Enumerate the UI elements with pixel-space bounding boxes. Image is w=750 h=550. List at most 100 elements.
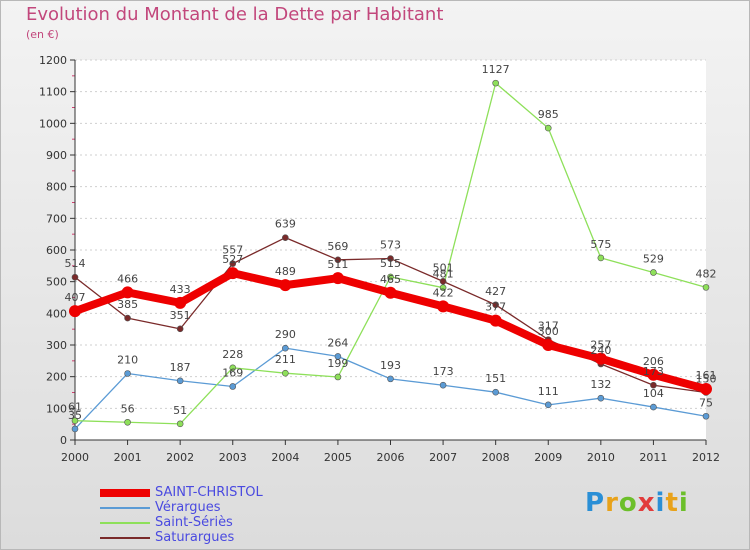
data-label: 169 bbox=[222, 366, 243, 379]
data-point bbox=[702, 412, 710, 420]
data-point bbox=[387, 273, 394, 281]
data-label: 529 bbox=[643, 252, 664, 265]
data-point bbox=[229, 260, 237, 267]
data-point bbox=[387, 375, 394, 383]
data-label: 173 bbox=[433, 365, 454, 378]
data-label: 240 bbox=[590, 344, 611, 357]
x-tick-label: 2000 bbox=[61, 451, 89, 464]
legend-swatch bbox=[100, 522, 150, 524]
data-point bbox=[121, 286, 134, 299]
y-tick-label: 900 bbox=[46, 149, 67, 162]
data-point bbox=[544, 401, 552, 409]
x-tick-label: 2010 bbox=[587, 451, 615, 464]
data-label: 422 bbox=[433, 286, 454, 299]
data-label: 173 bbox=[643, 365, 664, 378]
data-label: 206 bbox=[643, 355, 664, 368]
logo-letter: t bbox=[665, 488, 679, 518]
y-tick-label: 400 bbox=[46, 307, 67, 320]
data-label: 290 bbox=[275, 328, 296, 341]
data-point bbox=[492, 388, 499, 396]
data-label: 132 bbox=[590, 378, 611, 391]
data-label: 511 bbox=[327, 258, 348, 271]
data-point bbox=[71, 417, 79, 424]
data-point bbox=[226, 267, 239, 280]
data-label: 515 bbox=[380, 257, 401, 270]
chart-title: Evolution du Montant de la Dette par Hab… bbox=[26, 4, 444, 25]
legend-label: Saturargues bbox=[155, 530, 235, 545]
data-label: 211 bbox=[275, 353, 296, 366]
data-point bbox=[176, 325, 184, 333]
data-label: 56 bbox=[121, 402, 135, 415]
data-point bbox=[331, 272, 344, 285]
data-label: 639 bbox=[275, 218, 296, 231]
data-label: 466 bbox=[117, 272, 138, 285]
data-point bbox=[176, 420, 184, 428]
y-tick-label: 0 bbox=[60, 434, 67, 447]
data-point bbox=[124, 370, 131, 377]
data-point bbox=[71, 425, 79, 433]
data-label: 199 bbox=[327, 357, 348, 370]
data-label: 61 bbox=[68, 401, 82, 414]
x-tick-label: 2009 bbox=[534, 451, 562, 464]
y-tick-label: 600 bbox=[46, 244, 67, 257]
data-label: 377 bbox=[485, 301, 506, 314]
data-label: 257 bbox=[590, 339, 611, 352]
data-point bbox=[229, 364, 237, 372]
data-point bbox=[282, 344, 289, 352]
data-label: 557 bbox=[222, 244, 243, 257]
data-label: 465 bbox=[380, 273, 401, 286]
data-point bbox=[542, 339, 555, 351]
legend-label: Vérargues bbox=[155, 500, 221, 515]
logo-letter: i bbox=[655, 488, 666, 518]
data-label: 527 bbox=[222, 253, 243, 266]
x-tick-label: 2007 bbox=[429, 451, 457, 464]
logo-letter: P bbox=[585, 488, 606, 518]
data-label: 228 bbox=[222, 348, 243, 361]
y-tick-label: 1200 bbox=[39, 54, 67, 67]
data-label: 75 bbox=[699, 396, 713, 409]
y-tick-label: 700 bbox=[46, 212, 67, 225]
data-point bbox=[71, 273, 79, 281]
data-point bbox=[492, 79, 499, 87]
data-point bbox=[384, 286, 397, 299]
data-label: 407 bbox=[65, 291, 86, 304]
data-point bbox=[702, 284, 710, 291]
data-label: 35 bbox=[68, 409, 82, 422]
data-point bbox=[282, 234, 289, 241]
data-label: 514 bbox=[65, 257, 86, 270]
data-label: 193 bbox=[380, 359, 401, 372]
data-label: 351 bbox=[170, 309, 191, 322]
data-label: 481 bbox=[433, 268, 454, 281]
data-point bbox=[69, 305, 81, 318]
data-label: 501 bbox=[433, 261, 454, 274]
logo-letter: i bbox=[678, 488, 689, 518]
data-label: 161 bbox=[696, 369, 717, 382]
data-label: 187 bbox=[170, 361, 191, 374]
data-point bbox=[124, 314, 131, 322]
data-label: 51 bbox=[173, 404, 187, 417]
legend-swatch bbox=[100, 507, 150, 509]
data-label: 433 bbox=[170, 283, 191, 296]
data-label: 264 bbox=[327, 336, 348, 349]
data-point bbox=[544, 124, 552, 132]
x-tick-label: 2008 bbox=[482, 451, 510, 464]
y-tick-label: 1000 bbox=[39, 117, 67, 130]
x-tick-label: 2005 bbox=[324, 451, 352, 464]
data-label: 1127 bbox=[482, 63, 510, 76]
legend-label: Saint-Sériès bbox=[155, 515, 233, 530]
legend-swatch bbox=[100, 489, 150, 497]
data-point bbox=[437, 300, 450, 313]
logo-letter: o bbox=[618, 488, 638, 518]
chart-subtitle: (en €) bbox=[26, 28, 59, 41]
data-point bbox=[492, 301, 499, 309]
legend-swatch bbox=[100, 537, 150, 539]
data-point bbox=[650, 269, 657, 276]
data-point bbox=[334, 373, 342, 381]
data-point bbox=[174, 296, 187, 309]
data-label: 573 bbox=[380, 239, 401, 252]
x-tick-label: 2004 bbox=[271, 451, 299, 464]
x-tick-label: 2001 bbox=[114, 451, 142, 464]
data-label: 489 bbox=[275, 265, 296, 278]
y-tick-label: 300 bbox=[46, 339, 67, 352]
proxiti-logo: Proxiti bbox=[585, 488, 689, 518]
